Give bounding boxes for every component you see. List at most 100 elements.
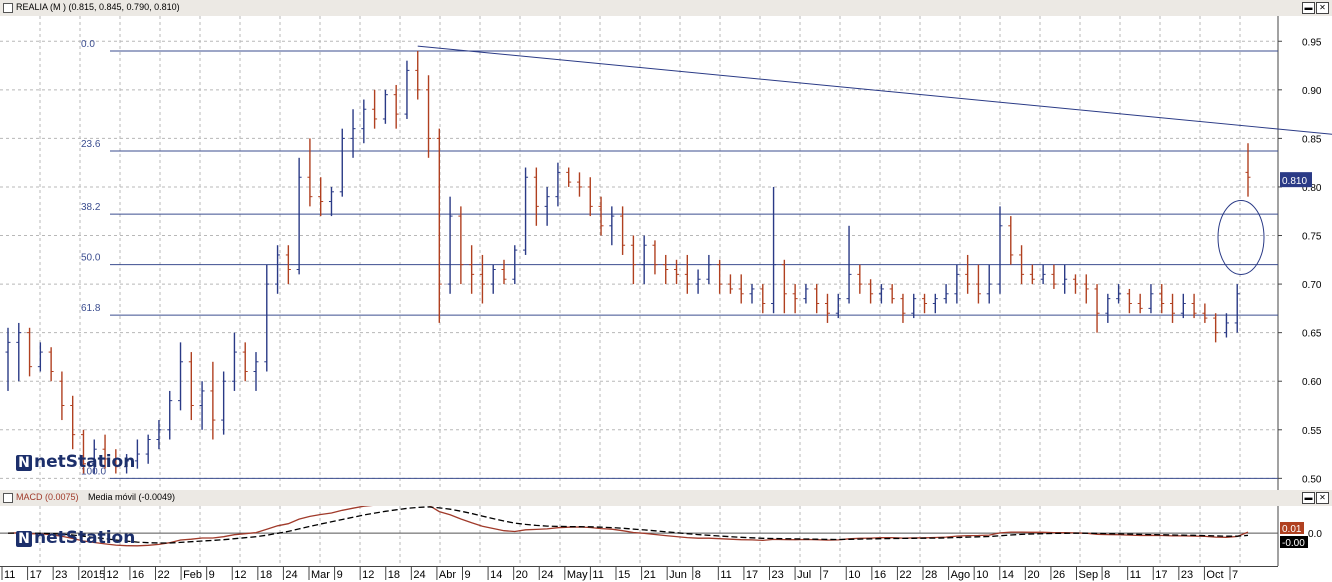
ohlc-bar: [630, 235, 636, 285]
ohlc-bar: [372, 89, 378, 129]
breakout-circle-annotation: [1217, 199, 1265, 275]
netstation-logo-macd-icon: N: [16, 531, 32, 547]
time-axis-label: 8: [695, 569, 701, 581]
fib-level-label: 0.0: [81, 39, 95, 50]
ohlc-bar: [1105, 293, 1111, 323]
close-icon[interactable]: ✕: [1316, 2, 1329, 14]
ohlc-bar: [1191, 293, 1197, 319]
macd-panel-menu-icon[interactable]: [3, 493, 13, 503]
time-axis-label: 23: [772, 569, 784, 581]
ohlc-bar: [426, 75, 432, 158]
ohlc-bar: [415, 50, 421, 100]
time-axis-label: 22: [899, 569, 911, 581]
ohlc-bar: [771, 186, 777, 314]
ohlc-bar: [436, 128, 442, 323]
time-axis-label: 12: [106, 569, 118, 581]
ohlc-bar: [1029, 264, 1035, 285]
macd-close-icon[interactable]: ✕: [1316, 492, 1329, 504]
price-chart[interactable]: 0.95 0.90 0.85 0.80 0.75 0.70 0.65 0.60 0.55 0.50…: [0, 16, 1332, 490]
time-axis-label: 17: [1155, 569, 1167, 581]
ohlc-bar: [1159, 284, 1165, 314]
ohlc-bar: [803, 284, 809, 304]
time-axis-label: 21: [644, 569, 656, 581]
time-axis-label: Sep: [1079, 569, 1099, 581]
ohlc-bar: [48, 347, 54, 382]
macd-value-label: 0.01: [1282, 524, 1302, 535]
last-price-label: 0.810: [1282, 176, 1307, 187]
signal-title: Media móvil (-0.0049): [88, 492, 176, 502]
ohlc-bar: [199, 381, 205, 430]
y-tick-label: 0.75: [1302, 232, 1322, 243]
time-axis-label: 14: [490, 569, 502, 581]
time-axis-label: 9: [209, 569, 215, 581]
ohlc-bar: [738, 274, 744, 304]
ohlc-bar: [663, 254, 669, 285]
macd-chart[interactable]: 0.0 0.01 -0.00: [0, 506, 1332, 568]
ohlc-bar: [1040, 264, 1046, 285]
ohlc-bar: [1234, 284, 1240, 333]
y-tick-label: 0.90: [1302, 86, 1322, 97]
ohlc-bar: [5, 327, 11, 391]
ohlc-bar: [479, 254, 485, 304]
ohlc-bar: [997, 206, 1003, 294]
time-axis-label: Jul: [797, 569, 811, 581]
y-tick-label: 0.95: [1302, 37, 1322, 48]
time-axis-label: 11: [592, 569, 603, 581]
macd-panel: MACD (0.0075) Media móvil (-0.0049) ▬ ✕ …: [0, 490, 1332, 568]
ohlc-bar: [965, 254, 971, 294]
time-axis-label: Mar: [311, 569, 330, 581]
ohlc-bar: [523, 167, 529, 255]
signal-value-badge: [1280, 536, 1308, 548]
ohlc-bar: [846, 225, 852, 304]
ohlc-bar: [1062, 264, 1068, 294]
macd-plot-area: [0, 506, 1278, 568]
time-axis-label: 14: [1002, 569, 1014, 581]
ohlc-bar: [27, 327, 33, 377]
ohlc-bar: [145, 434, 151, 464]
ohlc-bar: [91, 439, 97, 474]
ohlc-bar: [576, 172, 582, 197]
ohlc-bar: [652, 240, 658, 275]
y-tick-label: 0.65: [1302, 329, 1322, 340]
macd-minimize-icon[interactable]: ▬: [1302, 492, 1315, 504]
ohlc-bar: [404, 60, 410, 119]
time-axis-label: 9: [465, 569, 471, 581]
time-axis-label: Feb: [183, 569, 202, 581]
ohlc-bar: [943, 284, 949, 304]
ohlc-bar: [975, 264, 981, 304]
fib-level-label: 50.0: [81, 253, 101, 264]
time-axis-label: 16: [132, 569, 144, 581]
ohlc-bar: [1245, 143, 1251, 197]
macd-value-badge: [1280, 522, 1304, 534]
time-axis-label: 7: [823, 569, 829, 581]
ohlc-bar: [102, 434, 108, 469]
ohlc-bar: [221, 371, 227, 435]
ohlc-bar: [447, 196, 453, 294]
minimize-icon[interactable]: ▬: [1302, 2, 1315, 14]
time-axis-label: 24: [413, 569, 425, 581]
y-tick-label: 0.80: [1302, 183, 1322, 194]
ohlc-bar: [824, 293, 830, 323]
ohlc-bar: [178, 342, 184, 411]
ohlc-bar: [1051, 264, 1057, 289]
ohlc-bar: [1202, 303, 1208, 323]
ohlc-bar: [868, 279, 874, 304]
ohlc-bar: [889, 284, 895, 304]
ohlc-bar: [587, 177, 593, 217]
macd-line: [7, 506, 1249, 547]
price-panel: REALIA (M ) (0.815, 0.845, 0.790, 0.810)…: [0, 0, 1332, 490]
time-axis-label: Jun: [669, 569, 687, 581]
ohlc-bar: [749, 284, 755, 304]
time-axis-label: 17: [746, 569, 758, 581]
time-axis-label: 11: [1130, 569, 1141, 581]
ohlc-bar: [156, 420, 162, 450]
time-axis-label: 22: [158, 569, 170, 581]
ohlc-bar: [684, 254, 690, 294]
ohlc-bar: [318, 177, 324, 217]
ohlc-bar: [1019, 245, 1025, 285]
ohlc-bar: [674, 259, 680, 285]
ohlc-bar: [275, 245, 281, 294]
ohlc-bar: [1148, 284, 1154, 314]
panel-menu-icon[interactable]: [3, 3, 13, 13]
